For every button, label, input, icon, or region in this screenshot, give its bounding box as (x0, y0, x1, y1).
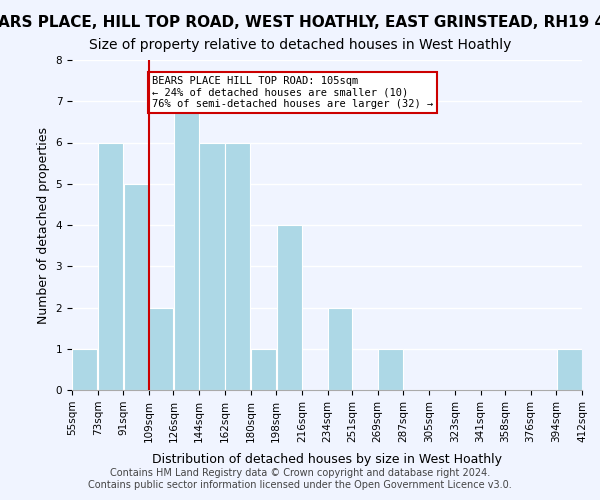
Bar (72, 349, 97, 390)
Bar (98, 142, 123, 390)
Bar (199, 142, 224, 390)
Bar (124, 184, 149, 390)
Bar (557, 349, 582, 390)
Y-axis label: Number of detached properties: Number of detached properties (37, 126, 50, 324)
Bar (328, 308, 352, 390)
Bar (225, 142, 250, 390)
Bar (277, 225, 302, 390)
Text: BEARS PLACE HILL TOP ROAD: 105sqm
← 24% of detached houses are smaller (10)
76% : BEARS PLACE HILL TOP ROAD: 105sqm ← 24% … (152, 76, 433, 109)
Bar (251, 349, 276, 390)
Bar (173, 101, 199, 390)
Text: Size of property relative to detached houses in West Hoathly: Size of property relative to detached ho… (89, 38, 511, 52)
Text: Contains HM Land Registry data © Crown copyright and database right 2024.
Contai: Contains HM Land Registry data © Crown c… (88, 468, 512, 490)
X-axis label: Distribution of detached houses by size in West Hoathly: Distribution of detached houses by size … (152, 453, 502, 466)
Text: BEARS PLACE, HILL TOP ROAD, WEST HOATHLY, EAST GRINSTEAD, RH19 4QJ: BEARS PLACE, HILL TOP ROAD, WEST HOATHLY… (0, 15, 600, 30)
Bar (378, 349, 403, 390)
Bar (149, 308, 173, 390)
